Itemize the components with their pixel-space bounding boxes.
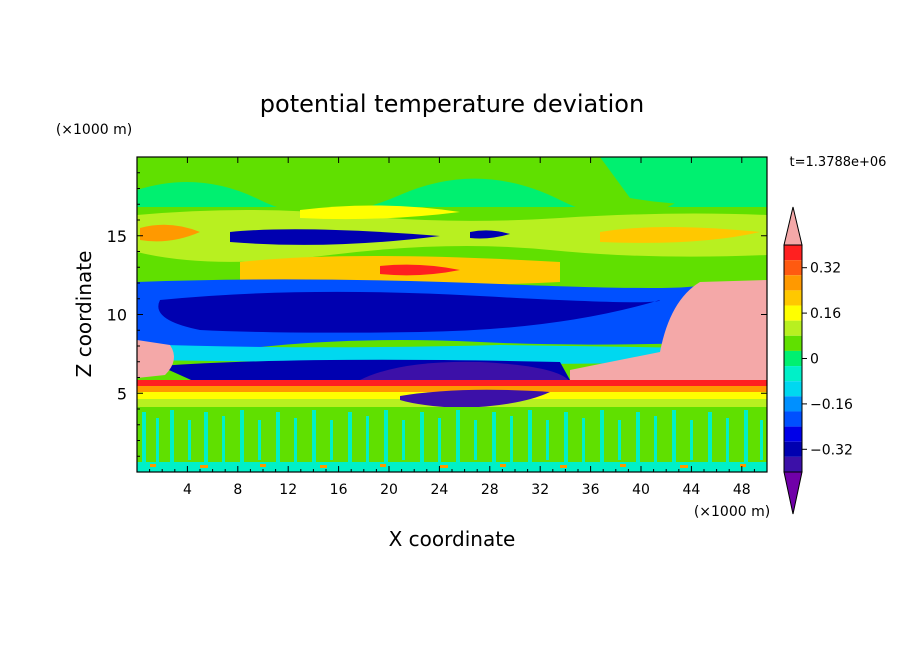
colorbar-swatch [784, 275, 802, 291]
colorbar-tick-label: 0 [810, 352, 819, 368]
colorbar-swatch [784, 245, 802, 261]
colorbar-swatch [784, 335, 802, 351]
colorbar-tick-label: −0.32 [810, 442, 853, 458]
x-tick-label: 4 [183, 482, 192, 498]
x-tick-label: 8 [233, 482, 242, 498]
colorbar-swatch [784, 396, 802, 412]
x-axis-label: X coordinate [389, 527, 516, 551]
warm-streak-15c [300, 205, 460, 220]
y-tick-label: 10 [107, 306, 127, 325]
cold-layer-fringe [137, 344, 700, 364]
x-tick-label: 24 [430, 482, 448, 498]
colorbar-bottom-arrow [783, 471, 803, 515]
colorbar-swatch [784, 456, 802, 472]
colorbar-tick-label: 0.16 [810, 306, 841, 322]
colorbar-tick-label: −0.16 [810, 397, 853, 413]
pink-region-left [137, 340, 174, 378]
colorbar-tick-label: 0.32 [810, 261, 841, 277]
y-axis: 5 10 15 [107, 172, 767, 457]
plot-field [137, 157, 767, 472]
y-tick-label: 5 [117, 384, 127, 403]
time-label: t=1.3788e+06 [790, 155, 887, 170]
x-tick-label: 44 [682, 482, 700, 498]
band-top-wave [137, 157, 767, 217]
x-tick-label: 32 [531, 482, 549, 498]
x-unit-label: (×1000 m) [694, 504, 770, 520]
boundary-layer-streaks [142, 410, 763, 462]
surface-dots [150, 464, 746, 468]
colorbar: 0.32 0.16 0 −0.16 −0.32 [783, 206, 853, 515]
chart-title: potential temperature deviation [260, 90, 644, 118]
colorbar-swatch [784, 381, 802, 397]
cold-streak-15 [230, 229, 440, 245]
x-tick-label: 12 [279, 482, 297, 498]
purple-core-lower [400, 389, 550, 408]
y-unit-label: (×1000 m) [56, 122, 132, 138]
y-tick-label: 15 [107, 227, 127, 246]
colorbar-swatch [784, 411, 802, 427]
x-tick-label: 48 [733, 482, 751, 498]
colorbar-swatch [784, 366, 802, 382]
x-tick-label: 40 [632, 482, 650, 498]
colorbar-swatch [784, 305, 802, 321]
surface-layer [137, 462, 767, 472]
cold-core-main [158, 291, 660, 333]
band-top-shade [600, 157, 767, 205]
x-tick-label: 16 [330, 482, 348, 498]
colorbar-swatch [784, 320, 802, 336]
colorbar-top-arrow [783, 206, 803, 246]
colorbar-swatch [784, 426, 802, 442]
y-axis-label: Z coordinate [72, 251, 96, 378]
warm-core-12 [380, 264, 460, 276]
cold-streak-15b [470, 230, 510, 239]
pink-region-right [570, 280, 767, 380]
colorbar-swatch [784, 350, 802, 367]
colorbar-swatch [784, 290, 802, 306]
x-tick-label: 28 [481, 482, 499, 498]
x-axis: 4 8 12 16 20 24 28 32 36 40 44 48 [149, 157, 755, 498]
stripe-red [137, 380, 767, 386]
stripe-orange [137, 386, 767, 392]
colorbar-swatch [784, 260, 802, 276]
warm-streak-15a [140, 224, 200, 242]
warm-layer-15 [137, 210, 767, 262]
warm-streak-15b [600, 227, 760, 243]
x-tick-label: 20 [380, 482, 398, 498]
x-tick-label: 36 [582, 482, 600, 498]
colorbar-swatch [784, 441, 802, 457]
